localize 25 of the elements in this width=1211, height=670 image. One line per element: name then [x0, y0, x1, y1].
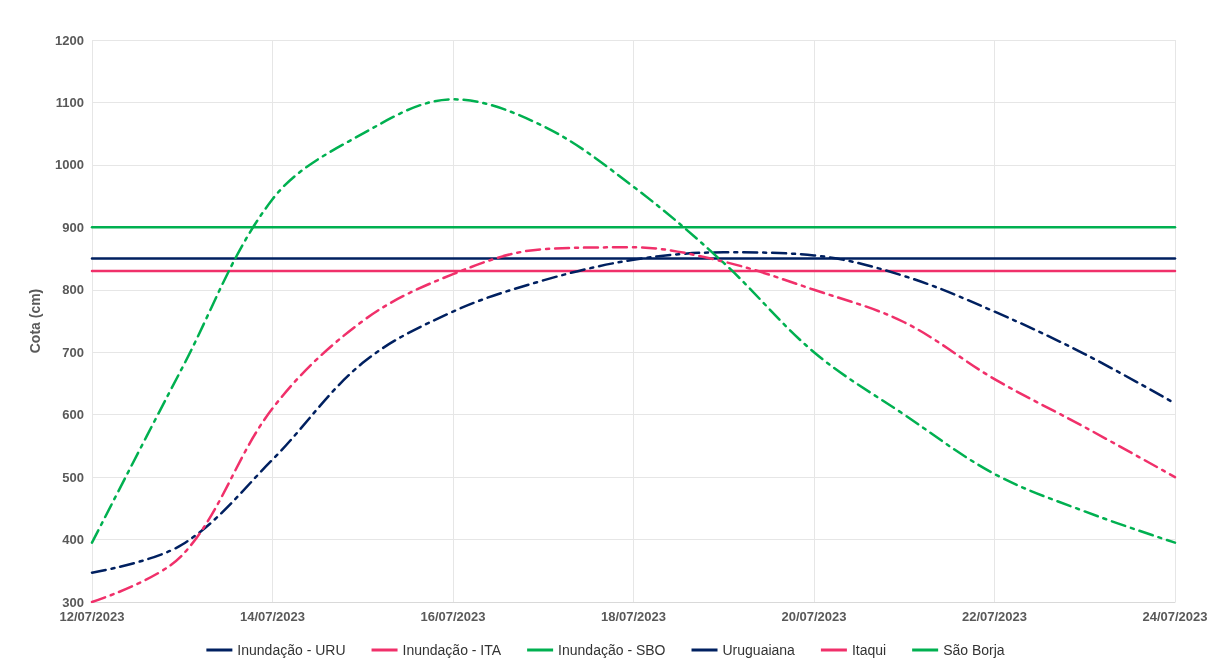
legend-label: Itaqui: [851, 642, 887, 658]
legend-label: Inundação - SBO: [558, 642, 666, 658]
legend-label: Uruguaiana: [722, 642, 796, 658]
legend-label: Inundação - ITA: [402, 642, 502, 658]
y-tick-label: 500: [62, 469, 84, 485]
y-tick-label: 300: [62, 594, 84, 610]
y-tick-label: 600: [62, 407, 84, 423]
x-tick-label: 14/07/2023: [239, 609, 306, 624]
x-tick-label: 24/07/2023: [1142, 609, 1208, 624]
x-tick-label: 20/07/2023: [781, 609, 847, 624]
y-tick-label: 1100: [55, 94, 84, 110]
y-tick-label: 700: [62, 344, 84, 360]
y-axis-title: Cota (cm): [27, 288, 43, 354]
x-tick-label: 16/07/2023: [420, 609, 486, 624]
x-tick-label: 22/07/2023: [961, 609, 1028, 624]
x-tick-label: 12/07/2023: [59, 609, 125, 624]
x-tick-label: 18/07/2023: [600, 609, 667, 624]
line-series: [90, 98, 1177, 544]
y-tick-label: 400: [62, 532, 84, 548]
legend-label: São Borja: [943, 642, 1005, 658]
y-tick-label: 800: [62, 282, 84, 298]
y-tick-label: 1200: [55, 32, 84, 48]
y-tick-label: 900: [62, 219, 84, 235]
legend-label: Inundação - URU: [237, 642, 346, 658]
y-tick-label: 1000: [55, 157, 84, 173]
